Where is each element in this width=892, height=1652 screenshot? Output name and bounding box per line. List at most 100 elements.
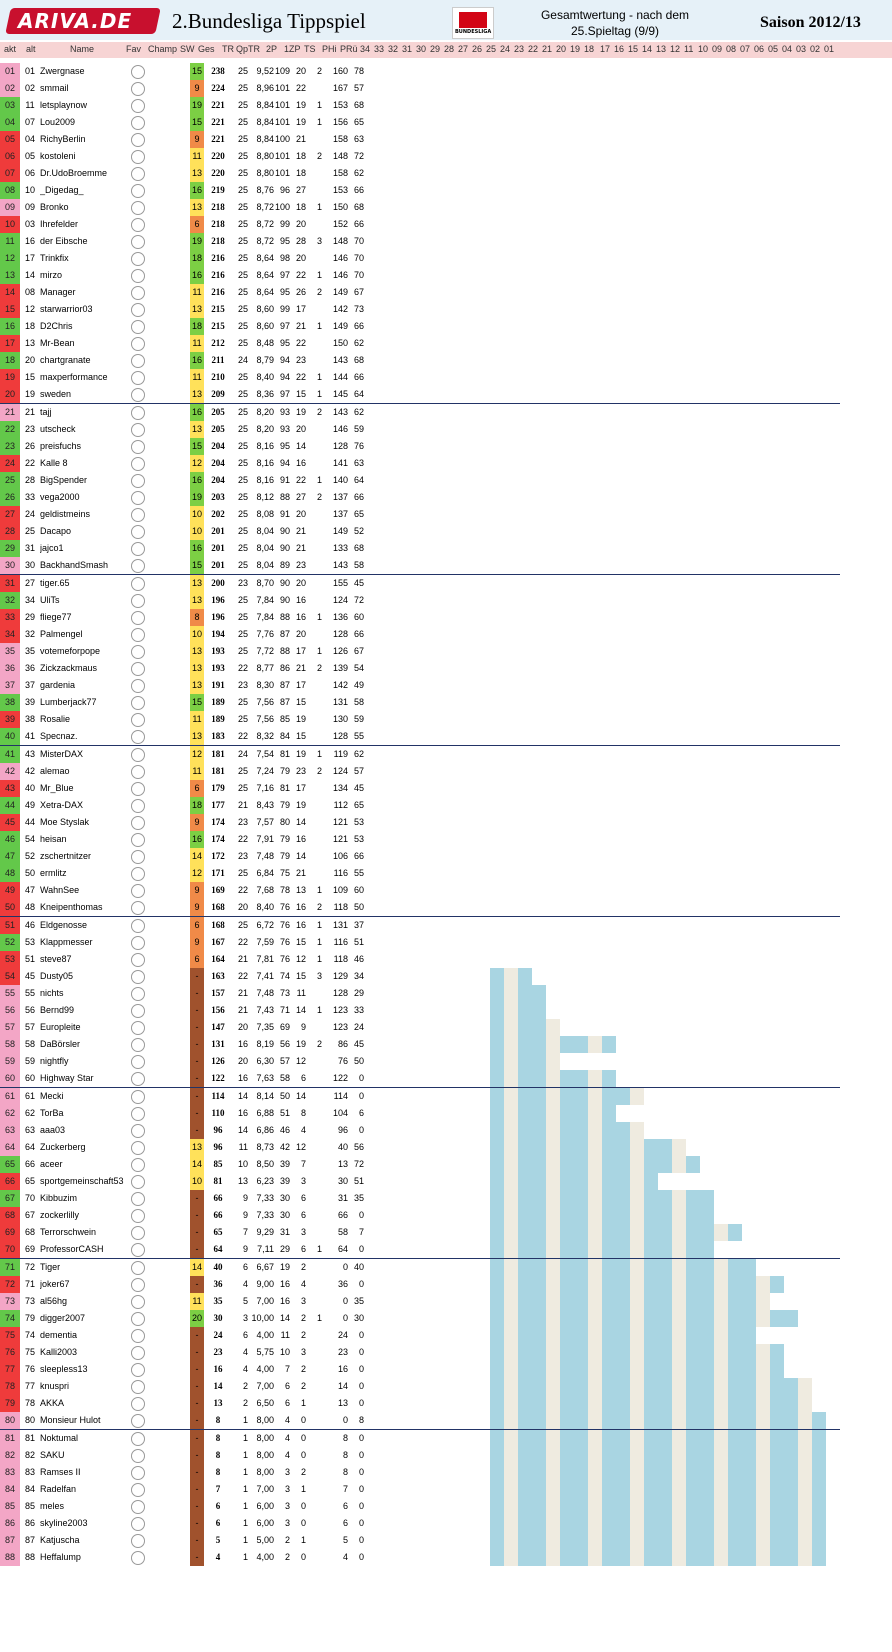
player-name[interactable]: TorBa	[40, 1108, 64, 1118]
player-name[interactable]: BigSpender	[40, 475, 88, 485]
player-name[interactable]: _Digedag_	[40, 185, 84, 195]
player-name[interactable]: chartgranate	[40, 355, 91, 365]
player-name[interactable]: aceer	[40, 1159, 63, 1169]
player-name[interactable]: mirzo	[40, 270, 62, 280]
player-name[interactable]: Noktumal	[40, 1429, 130, 1447]
matchday-cell	[392, 489, 406, 506]
player-name[interactable]: Tiger	[40, 1258, 130, 1276]
player-name[interactable]: fliege77	[40, 612, 72, 622]
matchday-cell	[434, 1207, 448, 1224]
player-name[interactable]: joker67	[40, 1279, 70, 1289]
player-name[interactable]: tiger.65	[40, 574, 130, 592]
player-name[interactable]: Kalle 8	[40, 458, 68, 468]
player-name[interactable]: RichyBerlin	[40, 134, 86, 144]
player-name[interactable]: Rosalie	[40, 714, 71, 724]
player-name[interactable]: geldistmeins	[40, 509, 91, 519]
player-name[interactable]: heisan	[40, 834, 67, 844]
champion-pick-icon	[176, 1481, 190, 1498]
player-name[interactable]: meles	[40, 1501, 65, 1511]
player-name[interactable]: sweden	[40, 389, 72, 399]
player-name[interactable]: zockerlilly	[40, 1210, 80, 1220]
player-name[interactable]: Terrorschwein	[40, 1227, 97, 1237]
player-name[interactable]: Moe Styslak	[40, 817, 90, 827]
player-name[interactable]: zschertnitzer	[40, 851, 92, 861]
player-name[interactable]: Ramses II	[40, 1467, 81, 1477]
player-name[interactable]: DaBörsler	[40, 1039, 81, 1049]
player-name[interactable]: WahnSee	[40, 885, 80, 895]
player-name[interactable]: sportgemeinschaft53	[40, 1176, 124, 1186]
player-name[interactable]: Palmengel	[40, 629, 83, 639]
player-name[interactable]: Manager	[40, 287, 76, 297]
player-name[interactable]: Lou2009	[40, 117, 76, 127]
player-name[interactable]: Zwergnase	[40, 66, 85, 76]
player-name[interactable]: nightfly	[40, 1056, 69, 1066]
player-name[interactable]: der Eibsche	[40, 236, 88, 246]
player-name[interactable]: D2Chris	[40, 321, 73, 331]
player-name[interactable]: Mr_Blue	[40, 783, 74, 793]
player-name[interactable]: Kibbuzim	[40, 1193, 78, 1203]
player-name[interactable]: gardenia	[40, 680, 76, 690]
player-name[interactable]: Kalli2003	[40, 1347, 78, 1357]
player-name[interactable]: tajj	[40, 403, 130, 421]
player-name[interactable]: Katjuscha	[40, 1535, 80, 1545]
player-name[interactable]: Kneipenthomas	[40, 902, 103, 912]
player-name[interactable]: Mecki	[40, 1087, 130, 1105]
player-name[interactable]: Dr.UdoBroemme	[40, 168, 108, 178]
player-name[interactable]: Ihrefelder	[40, 219, 79, 229]
player-name[interactable]: Specnaz.	[40, 731, 78, 741]
player-name[interactable]: Xetra-DAX	[40, 800, 84, 810]
matchday-cell	[392, 985, 406, 1002]
player-name[interactable]: Monsieur Hulot	[40, 1415, 101, 1425]
player-name[interactable]: al56hg	[40, 1296, 68, 1306]
player-name[interactable]: ProfessorCASH	[40, 1244, 104, 1254]
player-name[interactable]: ermlitz	[40, 868, 67, 878]
tr-value: 25	[237, 612, 248, 622]
player-name[interactable]: alemao	[40, 766, 70, 776]
player-name[interactable]: letsplaynow	[40, 100, 88, 110]
player-name[interactable]: Europleite	[40, 1022, 81, 1032]
player-name[interactable]: Trinkfix	[40, 253, 69, 263]
player-name[interactable]: dementia	[40, 1330, 78, 1340]
matchday-cell	[560, 592, 574, 609]
player-name[interactable]: jajco1	[40, 543, 64, 553]
player-name[interactable]: AKKA	[40, 1398, 65, 1408]
player-name[interactable]: BackhandSmash	[40, 560, 109, 570]
player-name[interactable]: sleepless13	[40, 1364, 88, 1374]
player-name[interactable]: knuspri	[40, 1381, 70, 1391]
matchday-cell	[448, 1002, 462, 1019]
player-name[interactable]: smmail	[40, 83, 69, 93]
player-name[interactable]: utscheck	[40, 424, 76, 434]
player-name[interactable]: preisfuchs	[40, 441, 82, 451]
sw-value: 8	[190, 609, 204, 626]
player-name[interactable]: SAKU	[40, 1450, 65, 1460]
player-name[interactable]: Bronko	[40, 202, 69, 212]
player-name[interactable]: Eldgenosse	[40, 916, 130, 934]
player-name[interactable]: starwarrior03	[40, 304, 93, 314]
player-name[interactable]: digger2007	[40, 1313, 86, 1323]
player-name[interactable]: Zickzackmaus	[40, 663, 98, 673]
player-name[interactable]: Heffalump	[40, 1552, 81, 1562]
player-name[interactable]: Dusty05	[40, 971, 74, 981]
matchday-cell	[546, 1122, 560, 1139]
player-name[interactable]: Lumberjack77	[40, 697, 97, 707]
player-name[interactable]: Radelfan	[40, 1484, 77, 1494]
player-name[interactable]: Dacapo	[40, 526, 72, 536]
player-name[interactable]: Highway Star	[40, 1073, 94, 1083]
ariva-logo[interactable]: ARIVA.DE	[5, 8, 161, 34]
player-name[interactable]: steve87	[40, 954, 72, 964]
player-name[interactable]: nichts	[40, 988, 64, 998]
player-name[interactable]: maxperformance	[40, 372, 108, 382]
player-name[interactable]: votemeforpope	[40, 646, 101, 656]
player-name[interactable]: aaa03	[40, 1125, 66, 1135]
player-name[interactable]: Zuckerberg	[40, 1142, 86, 1152]
player-name[interactable]: Bernd99	[40, 1005, 75, 1015]
player-name[interactable]: vega2000	[40, 492, 80, 502]
header-34: 14	[642, 44, 653, 54]
player-name[interactable]: UliTs	[40, 595, 60, 605]
player-name[interactable]: skyline2003	[40, 1518, 88, 1528]
player-name[interactable]: MisterDAX	[40, 745, 130, 763]
player-name[interactable]: kostoleni	[40, 151, 76, 161]
matchday-cell	[518, 1276, 532, 1293]
player-name[interactable]: Mr-Bean	[40, 338, 75, 348]
player-name[interactable]: Klappmesser	[40, 937, 93, 947]
